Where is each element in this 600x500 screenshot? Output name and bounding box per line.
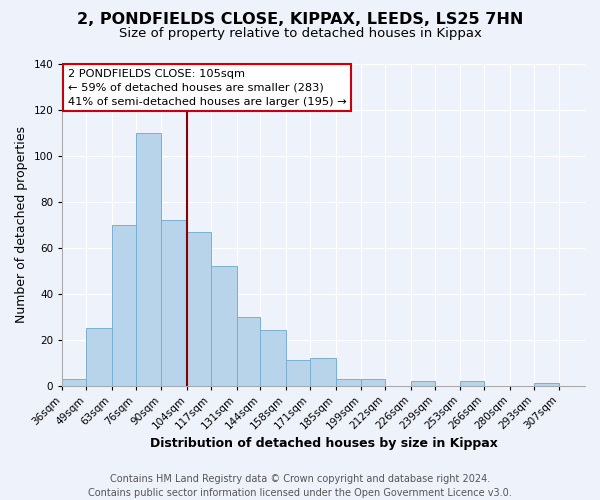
Bar [211, 266, 236, 386]
Text: Contains HM Land Registry data © Crown copyright and database right 2024.
Contai: Contains HM Land Registry data © Crown c… [88, 474, 512, 498]
Bar [533, 384, 559, 386]
Bar [136, 133, 161, 386]
Bar [335, 378, 361, 386]
Bar [286, 360, 310, 386]
Bar [62, 378, 86, 386]
Text: 2 PONDFIELDS CLOSE: 105sqm
← 59% of detached houses are smaller (283)
41% of sem: 2 PONDFIELDS CLOSE: 105sqm ← 59% of deta… [68, 69, 346, 107]
Y-axis label: Number of detached properties: Number of detached properties [15, 126, 28, 324]
Bar [112, 225, 136, 386]
Bar [260, 330, 286, 386]
Bar [187, 232, 211, 386]
Bar [86, 328, 112, 386]
Text: Size of property relative to detached houses in Kippax: Size of property relative to detached ho… [119, 28, 481, 40]
X-axis label: Distribution of detached houses by size in Kippax: Distribution of detached houses by size … [150, 437, 497, 450]
Bar [361, 378, 385, 386]
Bar [236, 316, 260, 386]
Bar [161, 220, 187, 386]
Bar [460, 381, 484, 386]
Bar [411, 381, 434, 386]
Bar [310, 358, 335, 386]
Text: 2, PONDFIELDS CLOSE, KIPPAX, LEEDS, LS25 7HN: 2, PONDFIELDS CLOSE, KIPPAX, LEEDS, LS25… [77, 12, 523, 28]
